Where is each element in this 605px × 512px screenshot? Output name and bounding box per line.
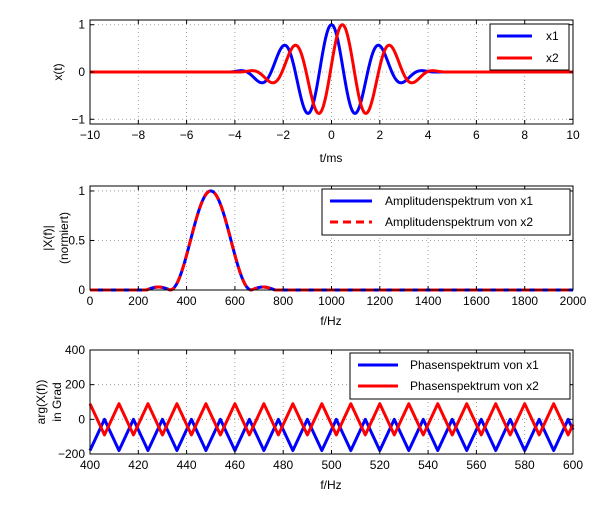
x-tick-label: −10 bbox=[80, 128, 101, 142]
legend-label-amp-x2: Amplitudenspektrum von x2 bbox=[385, 215, 533, 229]
x-tick-label: 2000 bbox=[560, 294, 587, 308]
x-tick-label: 580 bbox=[515, 458, 535, 472]
x-axis-label: t/ms bbox=[320, 151, 343, 165]
tick-group: 0 200 400 600 800 1000 1200 1400 1600 1800 2000 0 0.… bbox=[68, 184, 586, 308]
legend-box bbox=[489, 23, 570, 71]
legend: Amplitudenspektrum von x1 Amplitudenspek… bbox=[321, 188, 571, 236]
legend-label-amp-x1: Amplitudenspektrum von x1 bbox=[385, 194, 533, 208]
legend-label-phase-x2: Phasenspektrum von x2 bbox=[410, 379, 539, 393]
legend-box bbox=[349, 352, 571, 400]
series-line-1 bbox=[88, 417, 575, 453]
series-group bbox=[88, 402, 575, 453]
x-tick-label: 560 bbox=[466, 458, 486, 472]
x-tick-label: 500 bbox=[321, 458, 341, 472]
x-tick-label: 460 bbox=[225, 458, 245, 472]
y-tick-label: 400 bbox=[65, 343, 85, 357]
y-axis-label-secondary: in Grad bbox=[50, 382, 64, 421]
x-tick-label: 400 bbox=[80, 458, 100, 472]
y-tick-label: −200 bbox=[58, 447, 85, 461]
y-tick-label: 0 bbox=[78, 283, 85, 297]
x-tick-label: −6 bbox=[180, 128, 194, 142]
series-line-2 bbox=[88, 23, 575, 115]
y-axis-label: arg(X(f)) bbox=[34, 380, 48, 425]
x-tick-label: 200 bbox=[128, 294, 148, 308]
x-tick-label: −8 bbox=[131, 128, 145, 142]
legend-box bbox=[321, 188, 571, 236]
x-tick-label: 1000 bbox=[318, 294, 345, 308]
y-tick-label: −1 bbox=[71, 112, 85, 126]
x-tick-label: 1200 bbox=[366, 294, 393, 308]
x-tick-label: 1800 bbox=[511, 294, 538, 308]
x-tick-label: 10 bbox=[566, 128, 580, 142]
x-axis-label: f/Hz bbox=[320, 478, 341, 492]
y-axis-label-secondary: (normiert) bbox=[57, 212, 71, 264]
x-tick-label: 520 bbox=[370, 458, 390, 472]
x-tick-label: 420 bbox=[128, 458, 148, 472]
tick-group: 400 420 440 460 480 500 520 540 560 580 600 −200 0 20… bbox=[58, 343, 583, 472]
x-tick-label: 8 bbox=[521, 128, 528, 142]
y-tick-label: 200 bbox=[65, 378, 85, 392]
x-tick-label: −2 bbox=[276, 128, 290, 142]
y-tick-label: 1 bbox=[78, 18, 85, 32]
x-tick-label: 0 bbox=[87, 294, 94, 308]
x-tick-label: 440 bbox=[177, 458, 197, 472]
x-tick-label: 480 bbox=[273, 458, 293, 472]
x-tick-label: 400 bbox=[177, 294, 197, 308]
x-axis-label: f/Hz bbox=[320, 314, 341, 328]
series-line-2 bbox=[88, 402, 575, 437]
y-axis-label: |X(f)| bbox=[41, 225, 55, 251]
legend-label-x1: x1 bbox=[546, 29, 559, 43]
panel-phase-spectrum: 400 420 440 460 480 500 520 540 560 580 600 −200 0 20… bbox=[34, 343, 583, 492]
x-tick-label: 600 bbox=[563, 458, 583, 472]
x-tick-label: 1600 bbox=[463, 294, 490, 308]
tick-group: −10 −8 −6 −4 −2 0 2 4 6 8 10−101 bbox=[71, 18, 580, 142]
panel-amplitude-spectrum: 0 200 400 600 800 1000 1200 1400 1600 1800 2000 0 0.… bbox=[41, 184, 587, 328]
x-tick-label: −4 bbox=[228, 128, 242, 142]
legend: Phasenspektrum von x1 Phasenspektrum von… bbox=[349, 352, 571, 400]
x-tick-label: 600 bbox=[225, 294, 245, 308]
y-tick-label: 0 bbox=[78, 65, 85, 79]
x-tick-label: 800 bbox=[273, 294, 293, 308]
x-tick-label: 540 bbox=[418, 458, 438, 472]
grid bbox=[90, 186, 573, 290]
series-group bbox=[88, 23, 575, 115]
x-tick-label: 1400 bbox=[415, 294, 442, 308]
legend-label-x2: x2 bbox=[546, 51, 559, 65]
y-tick-label: 0 bbox=[78, 412, 85, 426]
x-tick-label: 4 bbox=[425, 128, 432, 142]
y-tick-label: 0.5 bbox=[68, 233, 85, 247]
legend: x1 x2 bbox=[489, 23, 570, 71]
panel-time-domain: −10 −8 −6 −4 −2 0 2 4 6 8 10−101 t/ms x(t) x1 x2 bbox=[51, 18, 580, 165]
legend-label-phase-x1: Phasenspektrum von x1 bbox=[410, 358, 539, 372]
x-tick-label: 6 bbox=[473, 128, 480, 142]
y-axis-label: x(t) bbox=[51, 63, 65, 80]
x-tick-label: 2 bbox=[376, 128, 383, 142]
y-tick-label: 1 bbox=[78, 184, 85, 198]
x-tick-label: 0 bbox=[328, 128, 335, 142]
